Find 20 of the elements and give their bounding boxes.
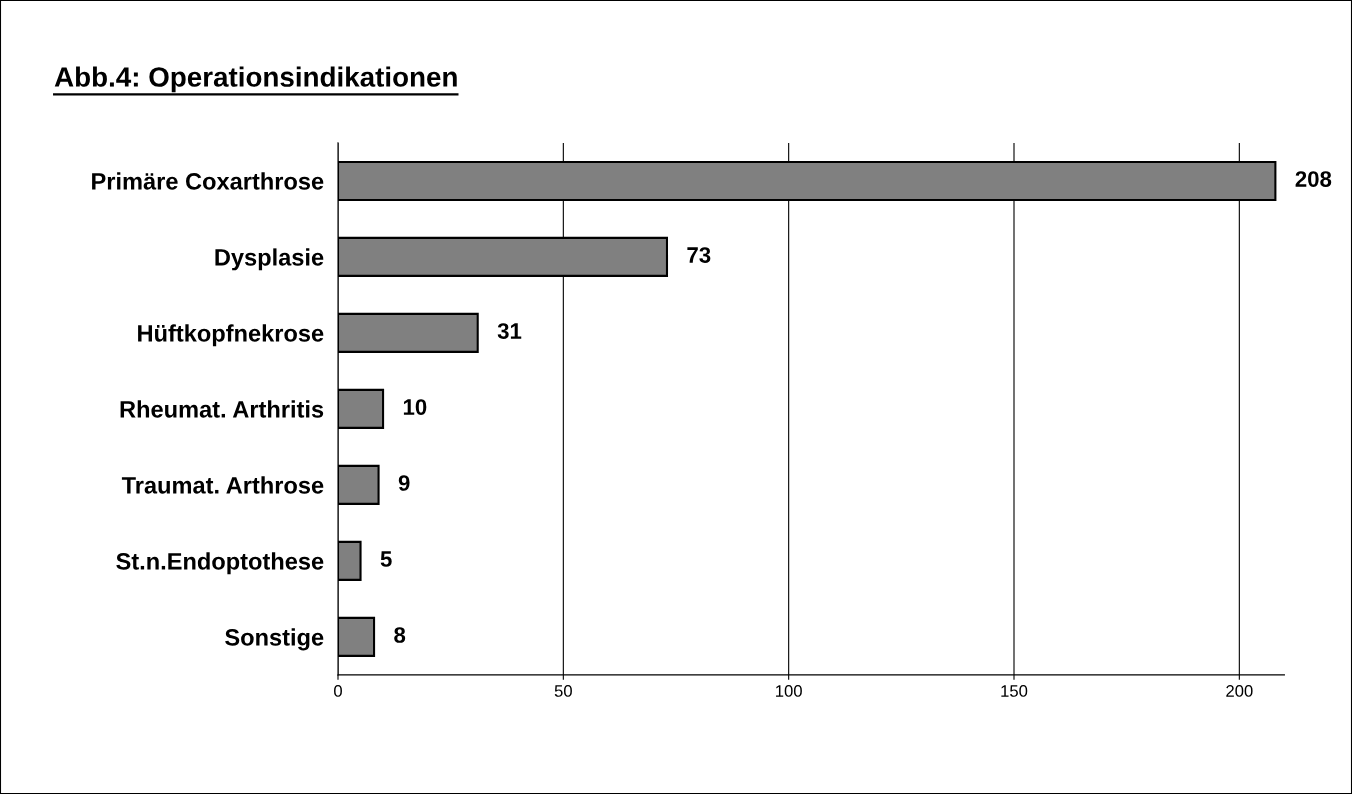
x-tick-label: 0 xyxy=(334,685,342,697)
data-label: 10 xyxy=(403,399,427,415)
data-label: 8 xyxy=(394,627,406,643)
y-tick-label: Dysplasie xyxy=(215,248,324,271)
y-tick-label: Primäre Coxarthrose xyxy=(92,172,324,190)
y-tick-label: Traumat. Arthrose xyxy=(121,476,324,494)
data-label: 9 xyxy=(398,475,410,491)
x-tick-label: 50 xyxy=(554,685,572,697)
y-tick-label: Sonstige xyxy=(225,628,324,651)
data-label: 208 xyxy=(1295,171,1332,187)
y-tick-label: Hüftkopfnekrose xyxy=(138,324,324,347)
chart-title: Abb.4: Operationsindikationen xyxy=(54,66,457,93)
data-label: 73 xyxy=(687,247,711,263)
y-tick-label: St.n.Endoptothese xyxy=(116,552,324,575)
data-label: 31 xyxy=(497,323,522,339)
x-tick-label: 150 xyxy=(1001,685,1028,697)
x-tick-label: 200 xyxy=(1226,685,1253,697)
data-label: 5 xyxy=(380,551,392,567)
x-tick-label: 100 xyxy=(776,685,802,697)
y-tick-label: Rheumat. Arthritis xyxy=(120,400,324,418)
